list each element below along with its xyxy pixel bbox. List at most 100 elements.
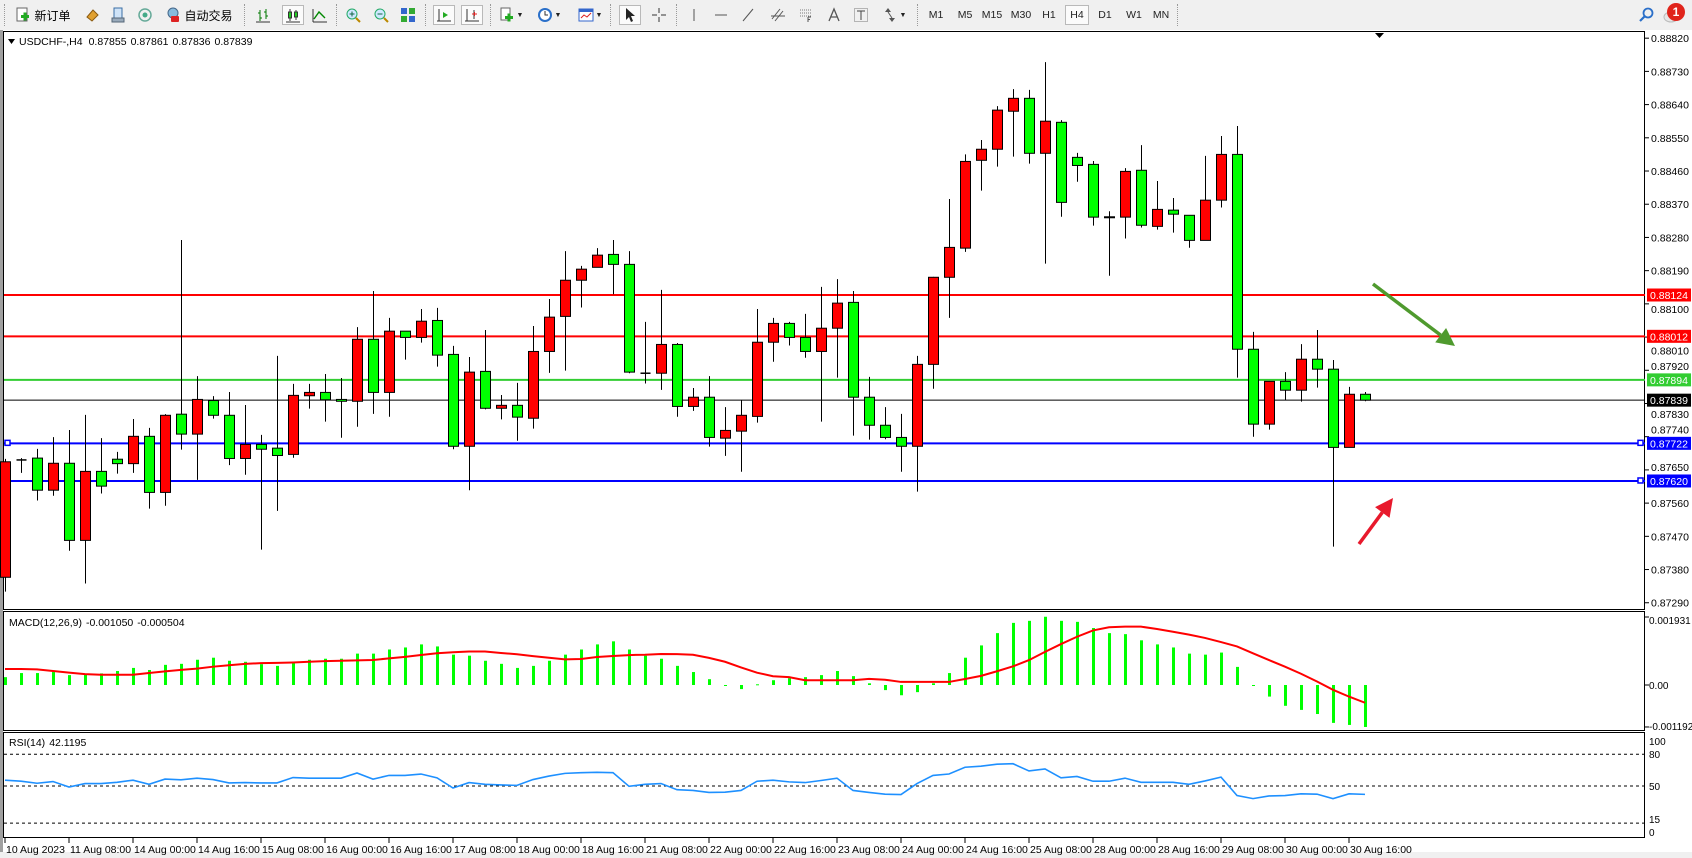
candle-body (720, 429, 731, 439)
candle-body (160, 414, 171, 493)
candle-body (1104, 216, 1115, 219)
candle-body (848, 301, 859, 398)
candle-body (1072, 156, 1083, 166)
macd-histogram-bar (292, 663, 295, 685)
line-chart-icon (312, 7, 328, 23)
time-tick-label: 21 Aug 08:00 (646, 844, 708, 856)
timeframe-h4[interactable]: H4 (1065, 5, 1089, 25)
signals-icon (137, 7, 153, 23)
candle-body (656, 343, 667, 374)
timeframe-m1[interactable]: M1 (928, 9, 944, 21)
zoom-in-icon (345, 7, 361, 23)
channel-button[interactable] (768, 5, 788, 25)
timeframe-h1[interactable]: H1 (1042, 9, 1056, 21)
up-arrow-annotation-head[interactable] (1375, 498, 1393, 518)
toolbar: 新订单 自动交易 ▼ ▼ ▼ ▼ M1 M5 M15 M30 H1 H4 D1 W1 MN 1 (0, 0, 1692, 31)
navigator-icon (110, 7, 126, 23)
candle-body (864, 396, 875, 426)
timeframe-w1[interactable]: W1 (1126, 9, 1142, 21)
price-tick-label: 0.88100 (1651, 304, 1689, 316)
chart-shift-marker-icon[interactable] (1375, 33, 1384, 38)
candle-body (784, 322, 795, 338)
tile-windows-button[interactable] (398, 5, 418, 25)
zoom-out-button[interactable] (371, 5, 391, 25)
candle-body (432, 319, 443, 356)
line-price-label: 0.88124 (1650, 290, 1688, 302)
candle-body (912, 363, 923, 447)
rsi-tick-label: 100 (1649, 737, 1666, 748)
macd-histogram-bar (1284, 685, 1287, 706)
line-price-label-bg (1647, 373, 1691, 387)
separator (610, 4, 611, 26)
time-tick-label: 14 Aug 16:00 (198, 844, 260, 856)
up-arrow-annotation-shaft[interactable] (1357, 511, 1384, 546)
candle-body (1344, 393, 1355, 448)
time-tick-label: 11 Aug 08:00 (70, 844, 131, 856)
text-button[interactable] (824, 5, 844, 25)
down-arrow-annotation-head[interactable] (1435, 327, 1455, 346)
rsi-legend: RSI(14) 42.1195 (9, 737, 87, 749)
macd-legend: MACD(12,26,9) -0.001050 -0.000504 (9, 617, 185, 629)
rsi-tick-label: 0 (1649, 828, 1655, 839)
candle-body (736, 414, 747, 432)
macd-histogram-bar (900, 685, 903, 696)
price-tick-label: 0.87920 (1651, 361, 1689, 373)
candle-body (224, 414, 235, 459)
macd-histogram-bar (164, 664, 167, 685)
macd-histogram-bar (1236, 666, 1239, 685)
toolbar-grip[interactable] (4, 4, 5, 26)
new-order-button[interactable]: 新订单 (12, 5, 74, 25)
macd-histogram-bar (1332, 685, 1335, 723)
signals-button[interactable] (135, 5, 155, 25)
market-watch-icon (84, 7, 100, 23)
time-tick-label: 23 Aug 08:00 (838, 844, 900, 856)
timeframe-d1[interactable]: D1 (1098, 9, 1112, 21)
timeframe-m30[interactable]: M30 (1010, 9, 1032, 21)
horizontal-line-button[interactable] (711, 5, 731, 25)
crosshair-button[interactable] (649, 5, 669, 25)
trendline-button[interactable] (738, 5, 758, 25)
time-tick-label: 30 Aug 16:00 (1350, 844, 1412, 856)
zoom-in-button[interactable] (343, 5, 363, 25)
cursor-button[interactable] (619, 5, 641, 25)
templates-button[interactable]: ▼ (574, 5, 606, 25)
auto-scroll-button[interactable] (461, 5, 483, 25)
line-chart-button[interactable] (310, 5, 330, 25)
periods-button[interactable]: ▼ (534, 5, 564, 25)
separator (676, 4, 677, 26)
arrows-button[interactable]: ▼ (878, 5, 910, 25)
search-button[interactable] (1636, 5, 1656, 25)
down-arrow-annotation-shaft[interactable] (1371, 282, 1442, 337)
chart-menu-triangle-icon[interactable] (8, 39, 15, 44)
candle-body (800, 336, 811, 352)
time-tick-label: 25 Aug 08:00 (1030, 844, 1092, 856)
candlestick-button[interactable] (282, 5, 304, 25)
macd-histogram-bar (980, 645, 983, 685)
vertical-line-button[interactable] (684, 5, 704, 25)
timeframe-mn[interactable]: MN (1152, 9, 1170, 21)
new-order-label: 新订单 (34, 8, 71, 23)
text-label-button[interactable] (851, 5, 871, 25)
chart-shift-button[interactable] (433, 5, 455, 25)
fibonacci-button[interactable] (796, 5, 816, 25)
market-watch-button[interactable] (82, 5, 102, 25)
timeframe-m15[interactable]: M15 (981, 9, 1003, 21)
line-anchor-handle[interactable] (4, 439, 11, 447)
auto-trading-icon (165, 7, 181, 23)
bar-chart-button[interactable] (253, 5, 273, 25)
auto-trading-button[interactable]: 自动交易 (162, 5, 236, 25)
candle-body (1200, 199, 1211, 241)
price-tick-label: 0.87830 (1651, 409, 1689, 421)
macd-histogram-bar (52, 672, 55, 685)
notification-badge[interactable]: 1 (1667, 3, 1685, 21)
ohlc-low: 0.87836 (173, 36, 211, 48)
ohlc-close: 0.87839 (215, 36, 253, 48)
line-anchor-handle[interactable] (1637, 439, 1644, 447)
timeframe-m5[interactable]: M5 (957, 9, 973, 21)
indicators-button[interactable]: ▼ (496, 5, 526, 25)
macd-histogram-bar (116, 671, 119, 685)
candle-body (704, 396, 715, 438)
line-anchor-handle[interactable] (1637, 477, 1644, 484)
navigator-button[interactable] (108, 5, 128, 25)
